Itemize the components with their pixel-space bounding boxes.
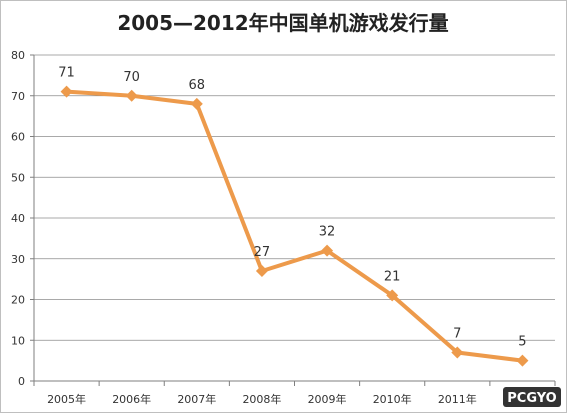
data-label: 21 bbox=[384, 269, 401, 284]
data-label: 32 bbox=[319, 225, 336, 240]
data-label: 68 bbox=[189, 78, 206, 93]
y-tick-label: 80 bbox=[11, 49, 25, 62]
y-tick-label: 40 bbox=[11, 212, 25, 225]
data-label: 7 bbox=[453, 326, 461, 341]
data-point-marker bbox=[125, 89, 138, 102]
data-label: 27 bbox=[254, 245, 271, 260]
data-point-marker bbox=[451, 346, 464, 359]
data-label: 70 bbox=[123, 70, 140, 85]
data-label: 71 bbox=[58, 66, 75, 81]
y-tick-label: 10 bbox=[11, 334, 25, 347]
y-axis-ticks: 0 10 20 30 40 50 60 70 80 bbox=[11, 49, 34, 388]
y-tick-label: 30 bbox=[11, 253, 25, 266]
x-tick-label: 2010年 bbox=[373, 392, 412, 406]
data-point-marker bbox=[516, 354, 529, 367]
y-tick-label: 70 bbox=[11, 90, 25, 103]
gridlines bbox=[34, 54, 555, 341]
y-tick-label: 0 bbox=[18, 375, 25, 388]
x-tick-label: 2009年 bbox=[308, 392, 347, 406]
data-labels: 71 70 68 27 32 21 7 5 bbox=[58, 66, 526, 350]
watermark: PCGYO bbox=[503, 387, 561, 407]
data-point-marker bbox=[386, 289, 399, 302]
watermark-background bbox=[503, 387, 561, 407]
data-point-marker bbox=[255, 264, 268, 277]
y-tick-label: 50 bbox=[11, 171, 25, 184]
chart-title: 2005—2012年中国单机游戏发行量 bbox=[117, 11, 448, 35]
watermark-logo: PCGYO bbox=[507, 391, 556, 406]
y-tick-label: 60 bbox=[11, 131, 25, 144]
data-point-marker bbox=[190, 97, 203, 110]
x-tick-label: 2005年 bbox=[47, 392, 86, 406]
x-tick-label: 2008年 bbox=[242, 392, 281, 406]
axes bbox=[33, 55, 555, 382]
x-tick-label: 2011年 bbox=[438, 392, 477, 406]
series-line bbox=[64, 89, 525, 363]
data-label: 5 bbox=[518, 335, 526, 350]
x-axis-ticks: 2005年2006年2007年2008年2009年2010年2011年2012年 bbox=[33, 381, 556, 406]
data-point-marker bbox=[321, 244, 334, 257]
x-tick-label: 2006年 bbox=[112, 392, 151, 406]
x-tick-label: 2007年 bbox=[177, 392, 216, 406]
series-line-group bbox=[60, 85, 529, 367]
data-point-marker bbox=[60, 85, 73, 98]
y-tick-label: 20 bbox=[11, 294, 25, 307]
